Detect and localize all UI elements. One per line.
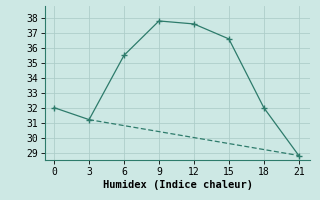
X-axis label: Humidex (Indice chaleur): Humidex (Indice chaleur)	[103, 180, 252, 190]
